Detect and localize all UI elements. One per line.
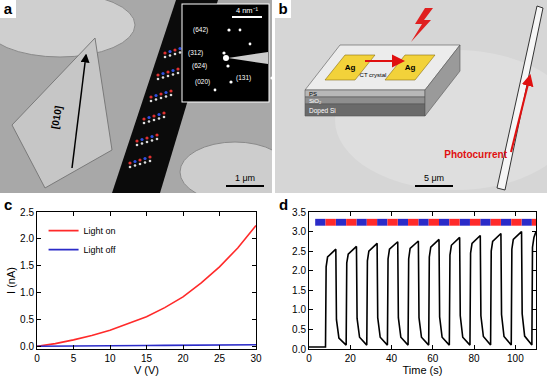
svg-text:5: 5 bbox=[71, 353, 77, 364]
svg-text:Ag: Ag bbox=[345, 63, 356, 72]
svg-text:0.0: 0.0 bbox=[292, 344, 306, 355]
svg-text:Ag: Ag bbox=[405, 63, 416, 72]
svg-text:20: 20 bbox=[177, 353, 189, 364]
svg-text:60: 60 bbox=[427, 353, 439, 364]
svg-text:10: 10 bbox=[104, 353, 116, 364]
html-text:c: c bbox=[4, 196, 13, 213]
svg-text:CT crystal: CT crystal bbox=[360, 72, 387, 78]
svg-text:2.5: 2.5 bbox=[292, 246, 306, 257]
svg-text:0.0: 0.0 bbox=[20, 341, 34, 352]
svg-text:Doped Si: Doped Si bbox=[309, 107, 336, 115]
svg-text:15: 15 bbox=[141, 353, 153, 364]
svg-text:a: a bbox=[4, 0, 13, 17]
svg-text:1 μm: 1 μm bbox=[235, 173, 255, 183]
svg-text:4 nm⁻¹: 4 nm⁻¹ bbox=[236, 6, 259, 15]
svg-text:Light on: Light on bbox=[84, 226, 116, 236]
svg-text:80: 80 bbox=[469, 353, 481, 364]
svg-text:0: 0 bbox=[306, 353, 312, 364]
svg-text:1.0: 1.0 bbox=[292, 304, 306, 315]
svg-text:40: 40 bbox=[386, 353, 398, 364]
svg-text:V (V): V (V) bbox=[134, 364, 159, 376]
svg-text:25: 25 bbox=[214, 353, 226, 364]
svg-text:Light off: Light off bbox=[84, 245, 116, 255]
svg-text:0: 0 bbox=[34, 353, 40, 364]
svg-text:[010]: [010] bbox=[49, 105, 64, 130]
svg-text:100: 100 bbox=[507, 353, 524, 364]
svg-text:3.5: 3.5 bbox=[292, 207, 306, 218]
svg-text:5 μm: 5 μm bbox=[424, 173, 444, 183]
html-text:d: d bbox=[279, 196, 289, 213]
svg-text:0.5: 0.5 bbox=[20, 314, 34, 325]
svg-text:(642): (642) bbox=[193, 26, 208, 34]
svg-text:2.0: 2.0 bbox=[20, 233, 34, 244]
svg-text:(624): (624) bbox=[192, 62, 207, 70]
svg-text:1.5: 1.5 bbox=[20, 260, 34, 271]
svg-text:2.0: 2.0 bbox=[292, 265, 306, 276]
svg-text:(312): (312) bbox=[188, 49, 203, 57]
svg-text:3.0: 3.0 bbox=[292, 226, 306, 237]
svg-text:(131): (131) bbox=[236, 74, 251, 82]
svg-text:PS: PS bbox=[309, 91, 317, 97]
svg-text:1.5: 1.5 bbox=[292, 285, 306, 296]
svg-text:30: 30 bbox=[250, 353, 262, 364]
svg-text:0.5: 0.5 bbox=[292, 324, 306, 335]
svg-text:(020): (020) bbox=[195, 78, 210, 86]
svg-text:Time (s): Time (s) bbox=[403, 364, 443, 376]
svg-text:Photocurrent: Photocurrent bbox=[444, 149, 507, 160]
svg-text:b: b bbox=[278, 0, 287, 17]
svg-text:SiO₂: SiO₂ bbox=[309, 98, 322, 104]
svg-text:1.0: 1.0 bbox=[20, 287, 34, 298]
svg-text:2.5: 2.5 bbox=[20, 207, 34, 218]
svg-text:I (nA): I (nA) bbox=[5, 267, 17, 294]
svg-text:20: 20 bbox=[345, 353, 357, 364]
